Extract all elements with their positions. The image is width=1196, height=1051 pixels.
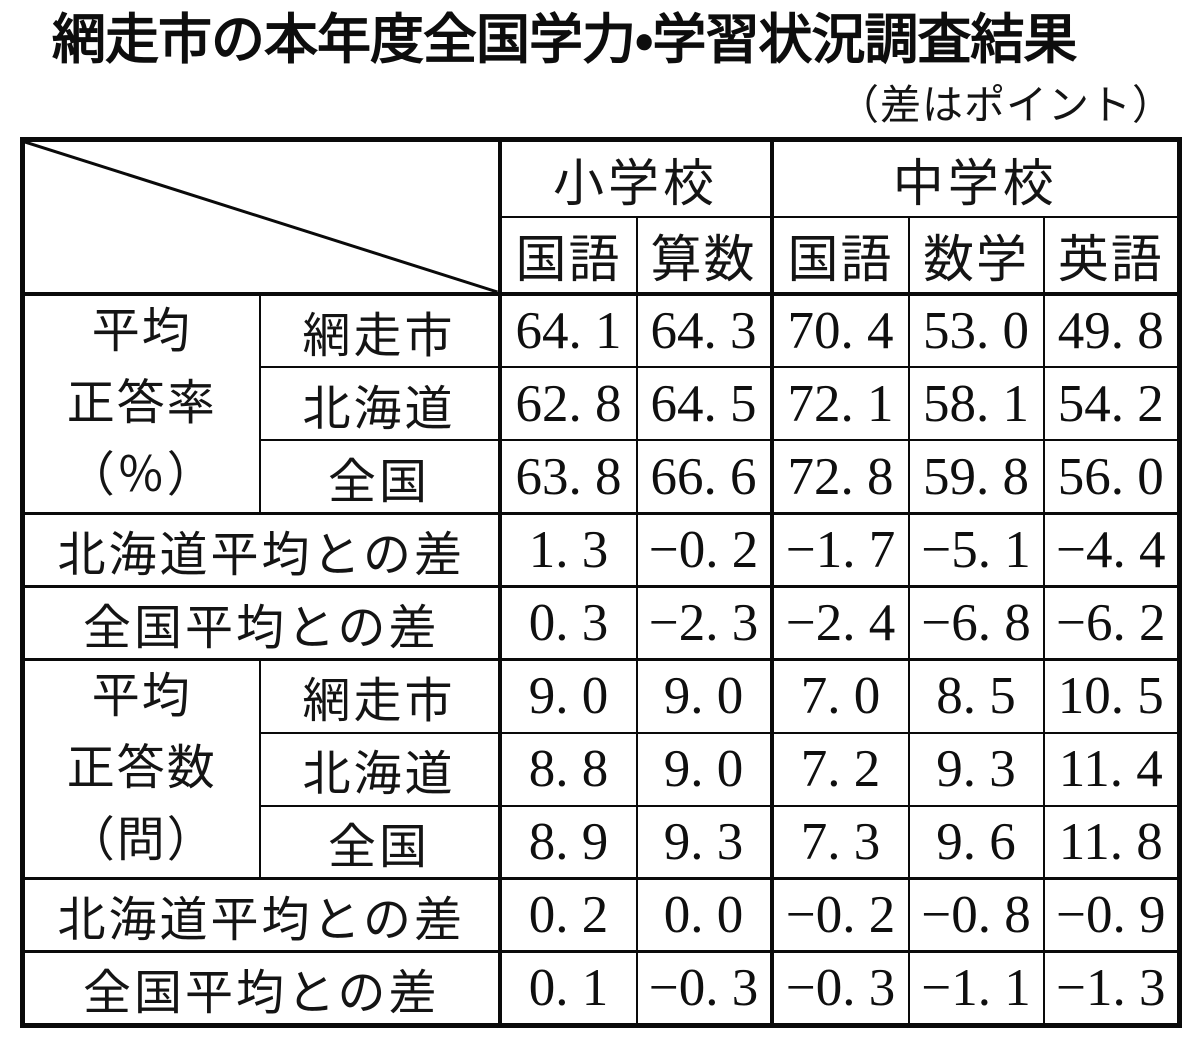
group-label-line: （％） [66,449,217,502]
value-cell: 63. 8 [497,439,638,515]
table-row: 全国平均との差 0. 1 −0. 3 −0. 3 −1. 1 −1. 3 [21,950,1181,1027]
column-group-junior-high: 中学校 [769,138,1181,218]
value-cell: 11. 4 [1042,731,1181,807]
value-cell: 9. 6 [907,804,1045,880]
column-header-jh-japanese: 国語 [769,216,910,296]
table-row: 北海道 62. 8 64. 5 72. 1 58. 1 54. 2 [23,366,1181,442]
row-label: 網走市 [258,292,501,369]
value-cell: 9. 0 [635,658,773,734]
value-cell: 11. 8 [1042,804,1181,880]
value-cell: −6. 2 [1042,585,1181,661]
diagonal-line [25,142,498,292]
value-cell: 49. 8 [1042,292,1181,369]
column-header-elem-japanese: 国語 [497,216,638,296]
value-cell: −0. 9 [1042,877,1181,953]
column-header-jh-english: 英語 [1042,216,1181,296]
table-row: 北海道平均との差 1. 3 −0. 2 −1. 7 −5. 1 −4. 4 [21,512,1181,588]
row-label: 北海道 [258,366,501,442]
table-row: 北海道平均との差 0. 2 0. 0 −0. 2 −0. 8 −0. 9 [21,877,1181,953]
value-cell: 0. 0 [635,877,773,953]
value-cell: 8. 8 [497,731,638,807]
value-cell: 53. 0 [907,292,1045,369]
value-cell: 70. 4 [769,292,910,369]
value-cell: −0. 2 [635,512,773,588]
value-cell: −6. 8 [907,585,1045,661]
value-cell: 62. 8 [497,366,638,442]
value-cell: 64. 5 [635,366,773,442]
value-cell: 7. 0 [769,658,910,734]
row-group-label-avg-count: 平均 正答数 （問） [21,658,261,880]
value-cell: 8. 5 [907,658,1045,734]
value-cell: 0. 1 [497,950,638,1027]
value-cell: 59. 8 [907,439,1045,515]
column-header-jh-math: 数学 [907,216,1045,296]
value-cell: −1. 7 [769,512,910,588]
value-cell: 9. 3 [907,731,1045,807]
group-label-line: 平均 [91,305,192,358]
table-row: 平均 正答数 （問） 網走市 9. 0 9. 0 7. 0 8. 5 10. 5 [21,658,1181,880]
row-label-diff-national: 全国平均との差 [21,950,501,1027]
row-label-diff-hokkaido: 北海道平均との差 [21,877,501,953]
row-label: 北海道 [258,731,501,807]
value-cell: 64. 1 [497,292,638,369]
row-label-diff-hokkaido: 北海道平均との差 [21,512,501,588]
value-cell: 10. 5 [1042,658,1181,734]
table-row: 全国 8. 9 9. 3 7. 3 9. 6 11. 8 [23,804,1181,880]
value-cell: 58. 1 [907,366,1045,442]
value-cell: −0. 3 [769,950,910,1027]
value-cell: 56. 0 [1042,439,1181,515]
group-label-line: 平均 [91,670,192,723]
value-cell: −2. 4 [769,585,910,661]
row-label: 全国 [258,439,501,515]
row-label: 網走市 [258,658,501,734]
value-cell: −0. 2 [769,877,910,953]
row-label: 全国 [258,804,501,880]
table-row: 全国平均との差 0. 3 −2. 3 −2. 4 −6. 8 −6. 2 [21,585,1181,661]
value-cell: 72. 1 [769,366,910,442]
value-cell: 9. 0 [635,731,773,807]
table-row: 北海道 8. 8 9. 0 7. 2 9. 3 11. 4 [23,731,1181,807]
value-cell: 64. 3 [635,292,773,369]
value-cell: −1. 3 [1042,950,1181,1027]
value-cell: 72. 8 [769,439,910,515]
column-header-elem-arithmetic: 算数 [635,216,773,296]
value-cell: 7. 2 [769,731,910,807]
column-group-elementary: 小学校 [497,138,773,218]
value-cell: 54. 2 [1042,366,1181,442]
page-title: 網走市の本年度全国学力・学習状況調査結果 [52,10,1077,70]
value-cell: 7. 3 [769,804,910,880]
value-cell: 8. 9 [497,804,638,880]
value-cell: −0. 8 [907,877,1045,953]
value-cell: 1. 3 [497,512,638,588]
value-cell: −4. 4 [1042,512,1181,588]
value-cell: 0. 3 [497,585,638,661]
value-cell: −5. 1 [907,512,1045,588]
value-cell: 66. 6 [635,439,773,515]
value-cell: 9. 3 [635,804,773,880]
group-label-line: （問） [66,814,217,867]
group-label-line: 正答率 [66,377,217,430]
group-label-line: 正答数 [66,742,217,795]
subtitle-note: （差はポイント） [838,82,1174,128]
survey-results-table: 小学校 中学校 国語 算数 国語 数学 英語 平均 正答率 （％） 網走市 64… [20,137,1183,1028]
table-row: 全国 63. 8 66. 6 72. 8 59. 8 56. 0 [23,439,1181,515]
corner-cell [21,138,501,296]
value-cell: −0. 3 [635,950,773,1027]
value-cell: −2. 3 [635,585,773,661]
table-row: 平均 正答率 （％） 網走市 64. 1 64. 3 70. 4 53. 0 4… [21,292,1181,515]
row-label-diff-national: 全国平均との差 [21,585,501,661]
row-group-label-avg-rate: 平均 正答率 （％） [21,293,261,515]
value-cell: −1. 1 [907,950,1045,1027]
value-cell: 9. 0 [497,658,638,734]
value-cell: 0. 2 [497,877,638,953]
